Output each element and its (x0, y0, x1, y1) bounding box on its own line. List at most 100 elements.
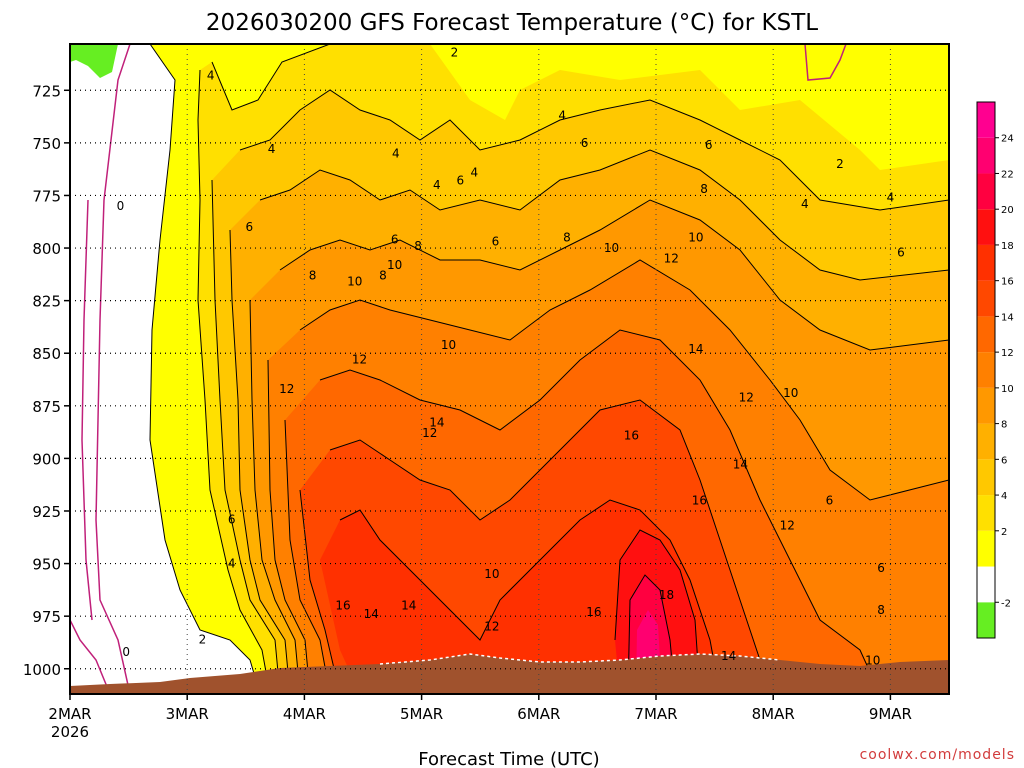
contour-label: 8 (877, 603, 885, 617)
contour-label: 10 (604, 241, 619, 255)
x-tick-year: 2026 (51, 723, 89, 741)
x-tick-label: 4MAR (283, 705, 326, 723)
colorbar-swatch (977, 530, 995, 567)
x-tick-label: 9MAR (869, 705, 912, 723)
contour-22 (627, 574, 676, 694)
y-tick-label: 1000 (23, 661, 61, 679)
colorbar-label: 6 (1001, 455, 1007, 466)
contour-label: 2 (451, 45, 459, 59)
contour-label: 4 (558, 109, 566, 123)
contour-label: 18 (659, 588, 674, 602)
colorbar-swatch (977, 387, 995, 424)
contour-10 (249, 299, 301, 694)
contour-20 (614, 529, 701, 694)
colorbar-swatch (977, 173, 995, 210)
contour-label: 6 (705, 138, 713, 152)
colorbar-label: 12 (1001, 348, 1014, 359)
contour-label: 4 (433, 178, 441, 192)
contour-label: 6 (228, 512, 236, 526)
contour-label: 16 (624, 428, 639, 442)
colorbar-swatch (977, 459, 995, 496)
colorbar-label: -2 (1001, 598, 1011, 609)
contour-zero-topright (804, 44, 847, 81)
contour-label: 16 (586, 605, 601, 619)
contour-label: 12 (352, 353, 367, 367)
x-axis: 2MAR 3MAR 4MAR 5MAR 6MAR 7MAR 8MAR 9MAR 2026 (48, 694, 912, 741)
contour-label: 10 (441, 338, 456, 352)
contour-label: 0 (117, 199, 125, 213)
y-tick-label: 900 (32, 450, 61, 468)
contour-upper-18 (339, 499, 721, 694)
contour-label: 12 (279, 382, 294, 396)
colorbar-label: 22 (1001, 169, 1014, 180)
contour-lines (149, 44, 949, 694)
colorbar-border (976, 101, 996, 639)
contour-label: 10 (347, 275, 362, 289)
gridlines (70, 44, 949, 694)
credit-text: coolwx.com/models (860, 747, 1015, 763)
chart-title: 2026030200 GFS Forecast Temperature (°C)… (206, 10, 818, 36)
x-tick-label: 8MAR (752, 705, 795, 723)
contour-label: 12 (664, 252, 679, 266)
contour-label: 6 (391, 233, 399, 247)
colorbar-swatch (977, 244, 995, 281)
contour-label: 10 (865, 653, 880, 667)
contour-label: 10 (387, 258, 402, 272)
contour-label: 4 (268, 142, 276, 156)
y-tick-label: 775 (32, 187, 61, 205)
contour-label: 6 (245, 220, 253, 234)
colorbar-swatch (977, 137, 995, 174)
contour-label: 6 (492, 235, 500, 249)
contour-label: 6 (581, 136, 589, 150)
terrain (70, 654, 949, 694)
contour-16 (299, 489, 341, 694)
contour-label: 12 (422, 426, 437, 440)
x-axis-title: Forecast Time (UTC) (418, 749, 599, 768)
contour-label: 14 (364, 607, 379, 621)
contour-label: 16 (692, 493, 707, 507)
contour-label: 16 (335, 599, 350, 613)
contour-label: 8 (700, 182, 708, 196)
y-tick-label: 875 (32, 398, 61, 416)
contour-label: 6 (897, 245, 905, 259)
y-tick-label: 725 (32, 82, 61, 100)
contour-label: 10 (688, 231, 703, 245)
contour-label: 10 (484, 567, 499, 581)
y-tick-label: 825 (32, 293, 61, 311)
colorbar-swatch (977, 566, 995, 603)
contour-label: 8 (309, 268, 317, 282)
contour-label: 14 (721, 649, 736, 663)
contour-label: 4 (207, 69, 215, 83)
colorbar-swatch (977, 602, 995, 638)
band-cold-green (70, 44, 118, 78)
contour-label: 4 (392, 146, 400, 160)
colorbar-label: 24 (1001, 134, 1014, 145)
contour-6 (211, 179, 281, 694)
contour-upper-12 (299, 259, 949, 501)
colorbar-swatch (977, 102, 995, 138)
x-tick-label: 6MAR (517, 705, 560, 723)
colorbar-swatch (977, 209, 995, 245)
contour-zero-bottom (70, 619, 111, 694)
colorbar-swatch (977, 495, 995, 531)
contour-upper-14 (319, 329, 881, 694)
contour-label: 14 (733, 458, 748, 472)
contour-label: 6 (877, 561, 885, 575)
y-tick-label: 750 (32, 135, 61, 153)
colorbar-label: 14 (1001, 312, 1014, 323)
contour-2 (149, 44, 261, 694)
contour-zero-left (95, 44, 131, 694)
contour-label: 6 (826, 493, 834, 507)
contour-label: 8 (414, 239, 422, 253)
colorbar-swatch (977, 352, 995, 388)
colorbar-swatch (977, 423, 995, 460)
x-tick-label: 3MAR (166, 705, 209, 723)
colorbar-swatch (977, 316, 995, 353)
contour-upper-4 (211, 44, 331, 111)
y-axis: 725 750 775 800 825 850 875 900 925 950 975 1000 (23, 82, 70, 679)
contour-label: 8 (563, 231, 571, 245)
y-tick-label: 850 (32, 345, 61, 363)
